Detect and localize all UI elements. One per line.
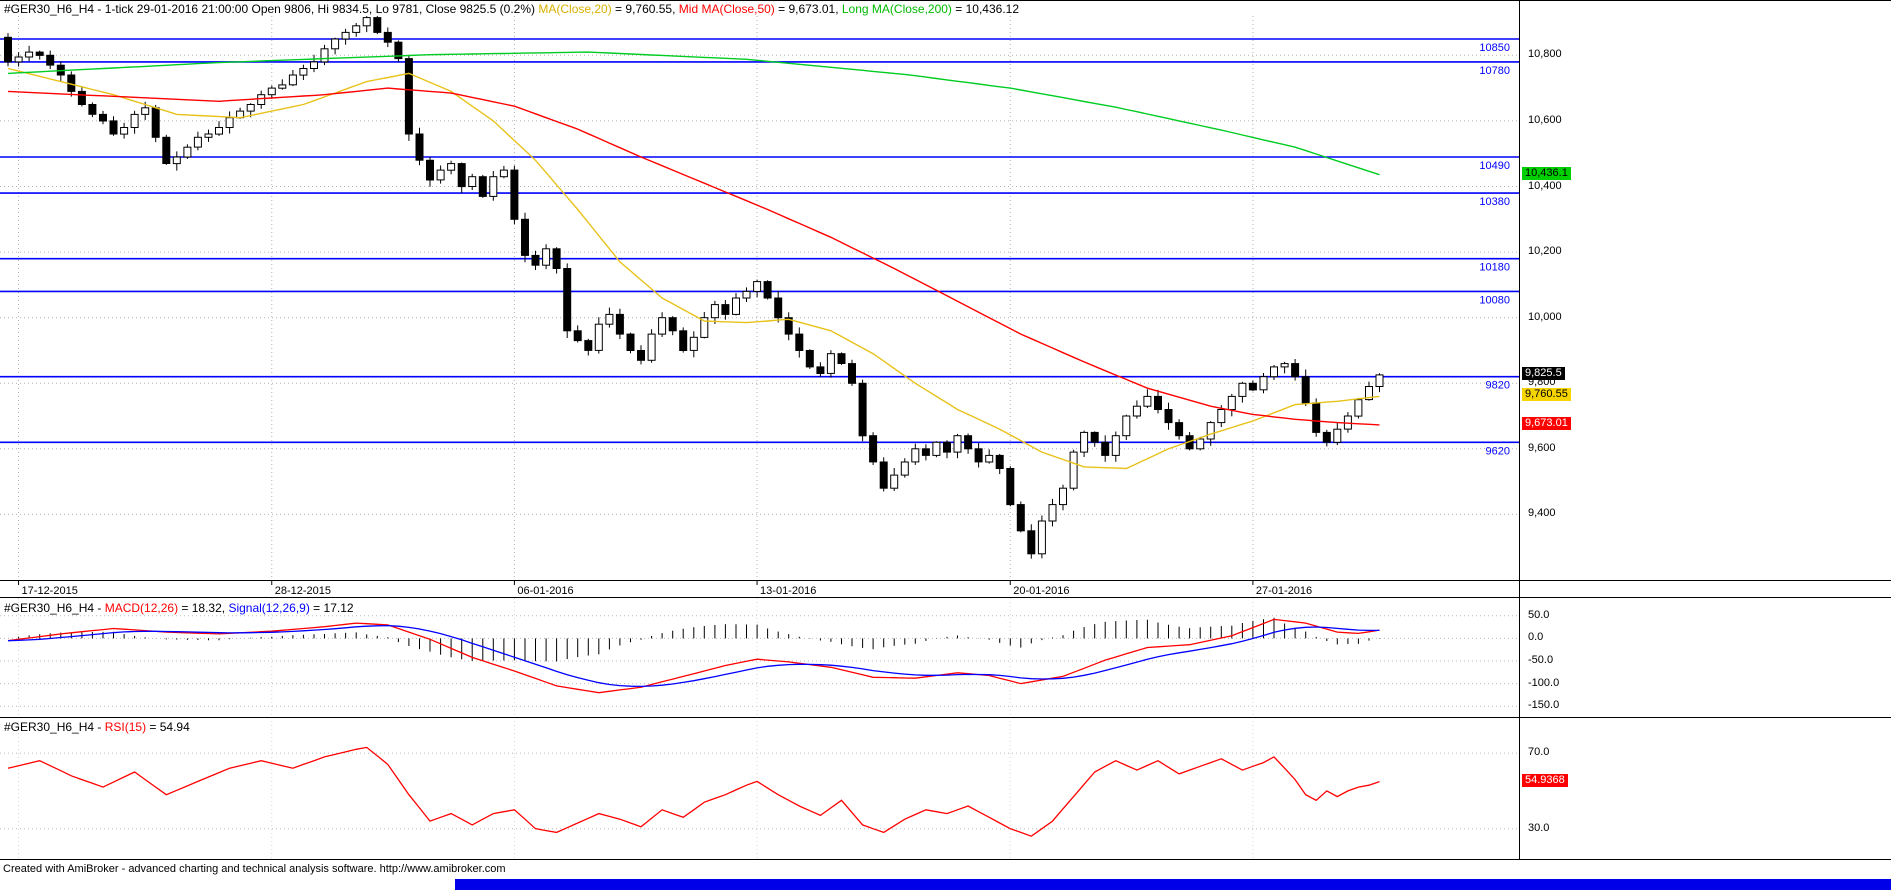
price-value-box: 10,436.1 — [1522, 166, 1571, 180]
price-value-box: 9,825.5 — [1522, 366, 1565, 380]
price-panel-bottom-border — [0, 580, 1891, 581]
rsi-axis-label: 70.0 — [1528, 746, 1550, 759]
macd-axis-label: -100.0 — [1528, 676, 1560, 689]
date-label: 17-12-2015 — [22, 585, 78, 597]
amibroker-credit-text: Created with AmiBroker - advanced charti… — [3, 863, 506, 875]
price-axis-label: 10,400 — [1528, 179, 1562, 192]
macd-gridlines — [0, 598, 1519, 717]
rsi-panel-top-border — [0, 717, 1891, 718]
macd-axis-label: -150.0 — [1528, 699, 1560, 712]
support-resistance-lines: 10850 10780 10490 10380 10180 10080 9820 9620 — [0, 38, 1519, 457]
title-segment: = 54.94 — [146, 720, 190, 734]
price-chart-canvas[interactable]: 10850 10780 10490 10380 10180 10080 9820 9620 17… — [0, 0, 1519, 598]
title-segment: = 9,760.55, — [611, 2, 679, 16]
macd-axis-label: 0.0 — [1528, 631, 1544, 644]
level-label: 10780 — [1479, 65, 1510, 77]
price-axis-label: 10,600 — [1528, 113, 1562, 126]
date-label: 20-01-2016 — [1013, 585, 1069, 597]
candlesticks — [4, 16, 1384, 559]
price-axis-label: 9,600 — [1528, 441, 1556, 454]
price-axis-label: 10,200 — [1528, 245, 1562, 258]
level-label: 10490 — [1479, 160, 1510, 172]
date-label: 06-01-2016 — [517, 585, 573, 597]
date-label: 27-01-2016 — [1256, 585, 1312, 597]
title-segment: MA(Close,20) — [538, 2, 612, 16]
rsi-value-box: 54.9368 — [1522, 773, 1568, 787]
macd-histogram — [18, 617, 1380, 662]
value-axis-column[interactable]: 10,800 10,600 10,400 10,200 10,000 9,800 9,600… — [1520, 0, 1891, 859]
title-segment: Long MA(Close,200) — [841, 2, 952, 16]
price-axis-label: 9,400 — [1528, 507, 1556, 520]
rsi-panel-title: #GER30_H6_H4 - RSI(15) = 54.94 — [4, 720, 190, 734]
title-segment: = 10,436.12 — [951, 2, 1019, 16]
title-segment: #GER30_H6_H4 - — [4, 601, 105, 615]
rsi-line — [7, 746, 1380, 837]
date-label: 28-12-2015 — [275, 585, 331, 597]
signal-line — [7, 624, 1380, 688]
title-segment: #GER30_H6_H4 - — [4, 720, 105, 734]
level-label: 10080 — [1479, 294, 1510, 306]
price-panel-title: #GER30_H6_H4 - 1-tick 29-01-2016 21:00:0… — [4, 2, 1019, 16]
date-label: 13-01-2016 — [760, 585, 816, 597]
level-label: 9620 — [1486, 445, 1510, 457]
date-axis: 17-12-2015 28-12-2015 06-01-2016 13-01-2016… — [18, 580, 1312, 597]
macd-panel-top-border — [0, 597, 1891, 598]
title-segment: MACD(12,26) — [104, 601, 179, 615]
title-segment: Mid MA(Close,50) — [678, 2, 775, 16]
price-value-box: 9,760.55 — [1522, 388, 1571, 402]
title-segment: = 17.12 — [309, 601, 354, 615]
level-label: 9820 — [1486, 380, 1510, 392]
rsi-axis-label: 30.0 — [1528, 821, 1550, 834]
axis-separator-line — [1519, 0, 1520, 859]
macd-chart-canvas[interactable] — [0, 598, 1519, 717]
price-axis-label: 10,000 — [1528, 310, 1562, 323]
rsi-panel-bottom-border — [0, 859, 1891, 860]
level-label: 10380 — [1479, 196, 1510, 208]
macd-panel-title: #GER30_H6_H4 - MACD(12,26) = 18.32, Sign… — [4, 601, 354, 615]
price-axis-label: 10,800 — [1528, 48, 1562, 61]
title-segment: #GER30_H6_H4 - 1-tick 29-01-2016 21:00:0… — [4, 2, 539, 16]
title-segment: = 18.32, — [178, 601, 229, 615]
title-segment: = 9,673.01, — [774, 2, 842, 16]
window-top-border — [0, 0, 1891, 1]
level-label: 10180 — [1479, 262, 1510, 274]
price-value-box: 9,673.01 — [1522, 416, 1571, 430]
macd-axis-label: -50.0 — [1528, 654, 1554, 667]
title-segment: RSI(15) — [104, 720, 147, 734]
moving-average-lines — [7, 51, 1380, 470]
title-segment: Signal(12,26,9) — [228, 601, 310, 615]
rsi-gridlines — [0, 717, 1519, 858]
level-label: 10850 — [1479, 42, 1510, 54]
macd-axis-label: 50.0 — [1528, 608, 1550, 621]
rsi-chart-canvas[interactable] — [0, 717, 1519, 859]
bottom-bar — [455, 879, 1891, 890]
